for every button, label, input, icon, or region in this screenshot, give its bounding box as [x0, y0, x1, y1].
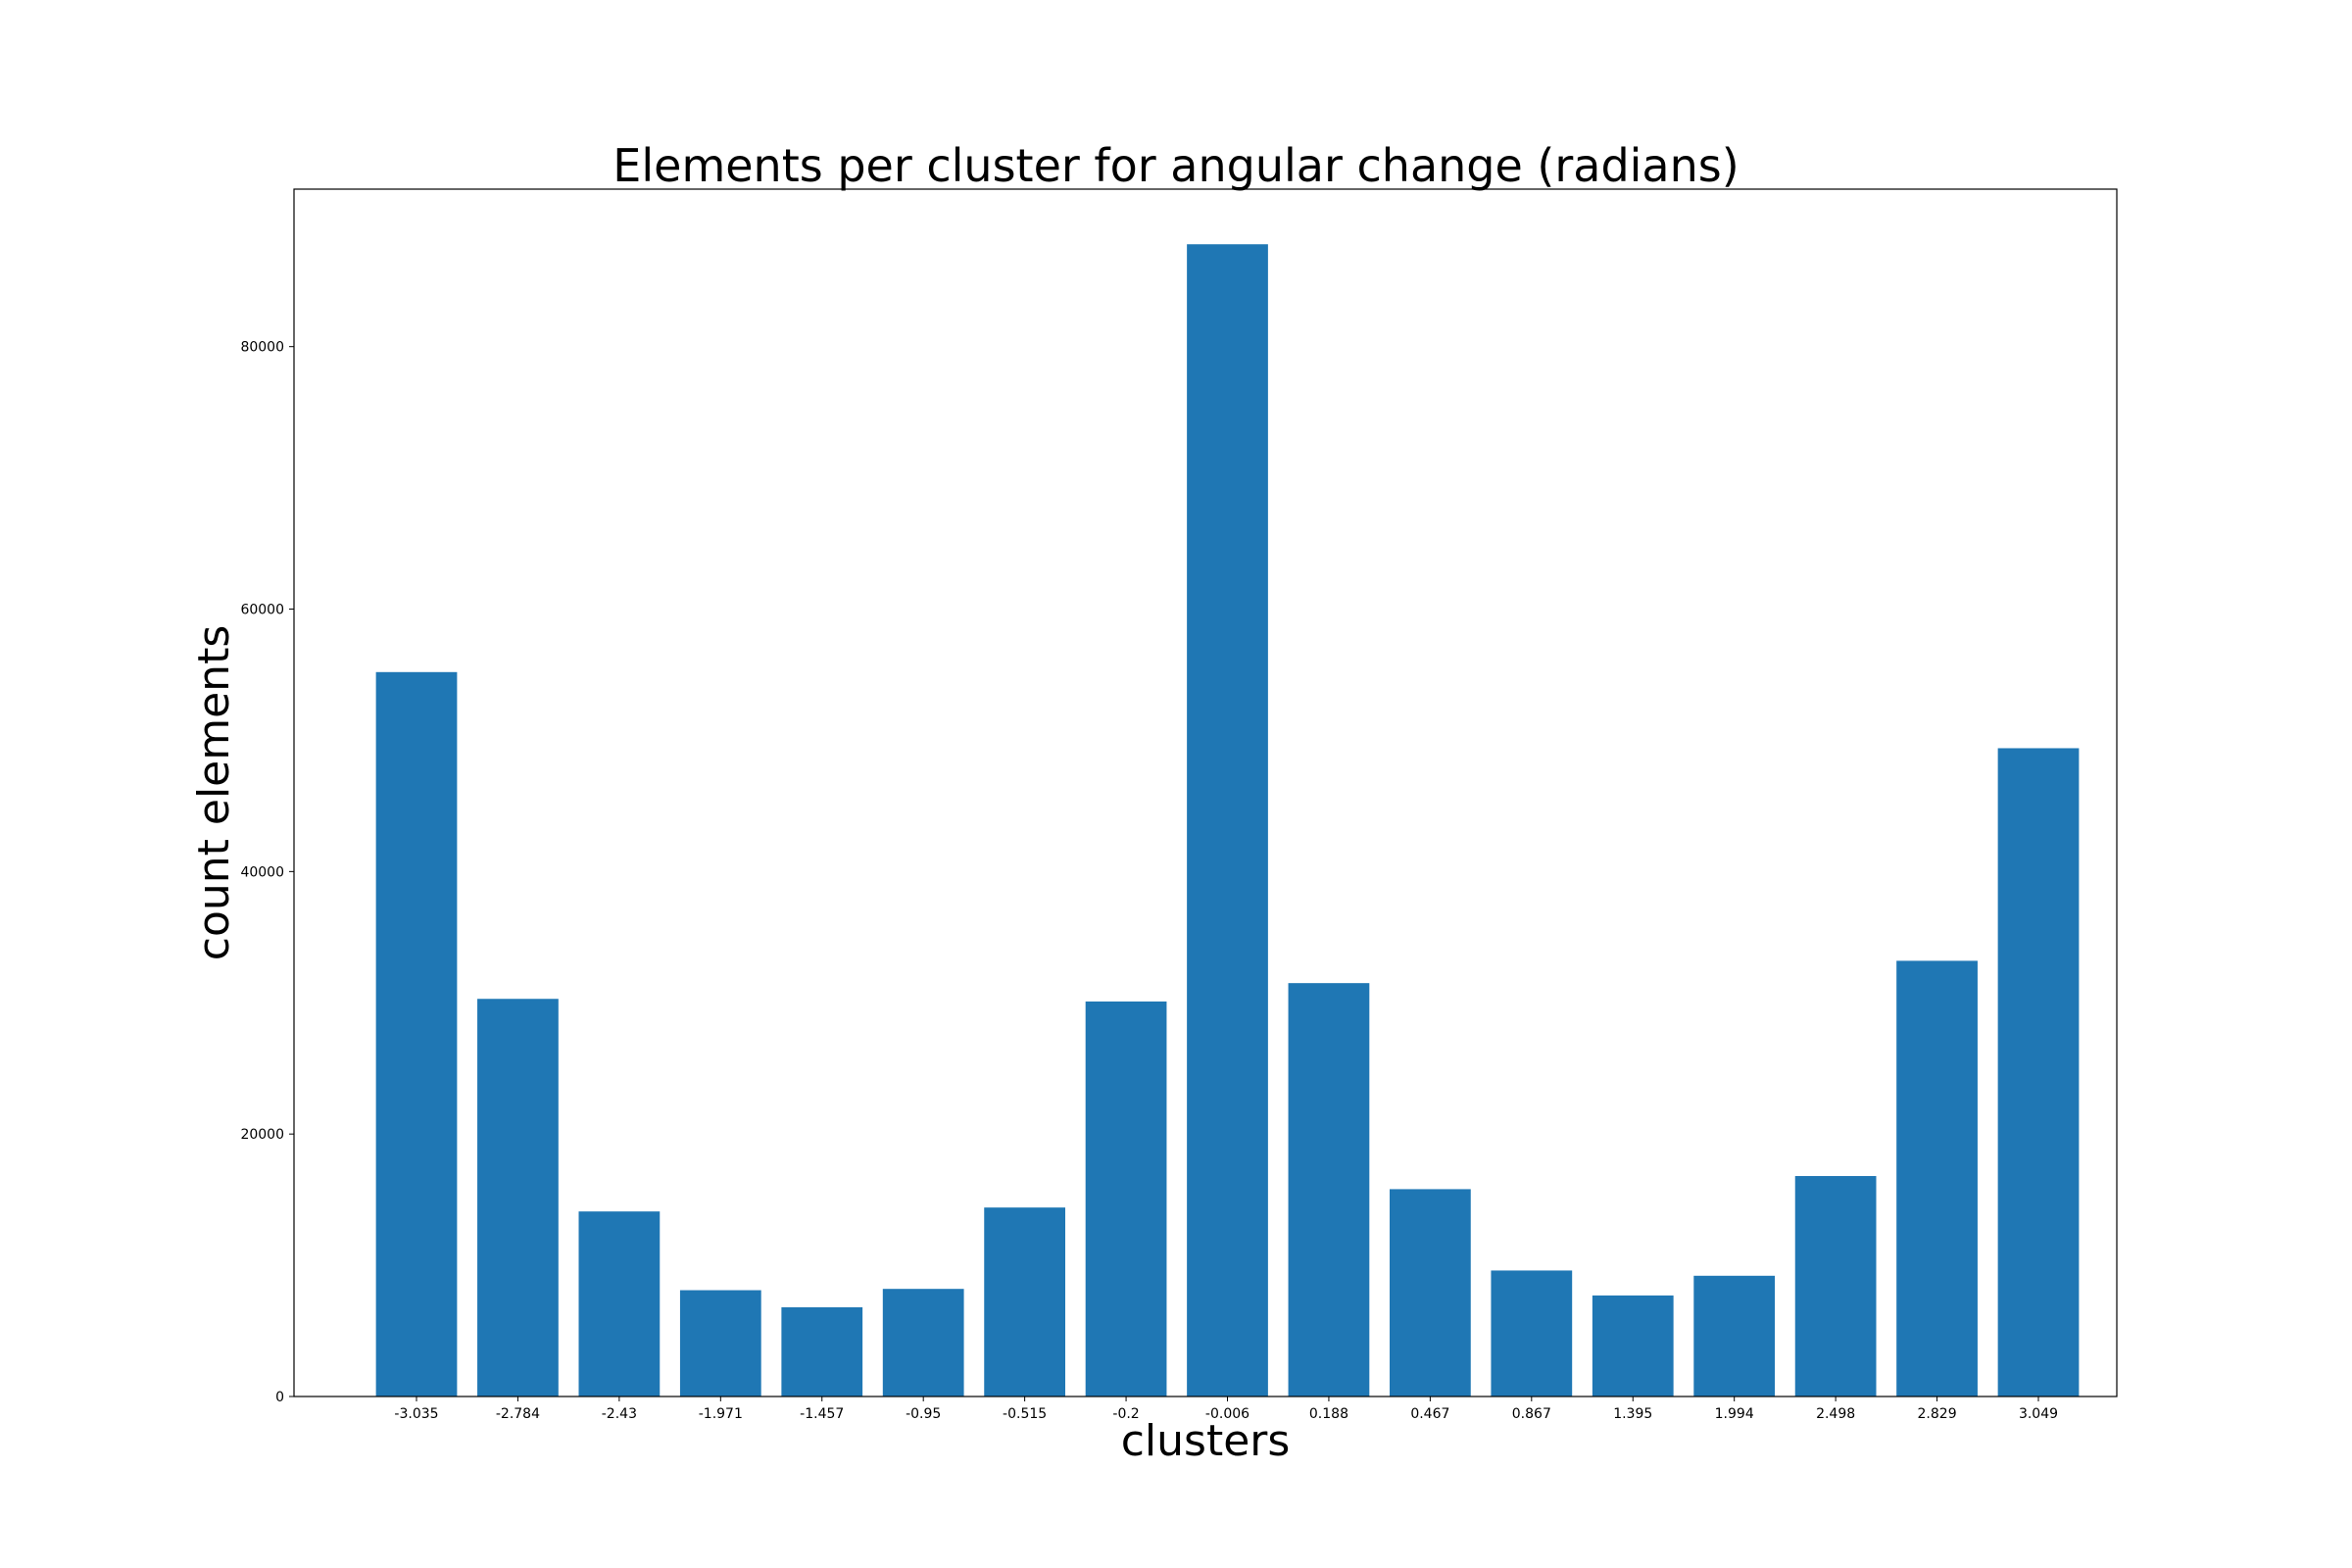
x-tick-label: -1.457 — [800, 1406, 844, 1422]
bar--0.515 — [984, 1207, 1065, 1396]
x-tick-label: 0.188 — [1309, 1406, 1348, 1422]
x-tick-label: -2.784 — [496, 1406, 540, 1422]
bar--0.006 — [1187, 244, 1268, 1397]
bar-0.467 — [1390, 1189, 1471, 1396]
bar--1.457 — [781, 1306, 863, 1396]
bar-2.829 — [1896, 960, 1978, 1396]
bar-3.049 — [1997, 748, 2080, 1396]
x-tick-label: -0.515 — [1003, 1406, 1047, 1422]
plot-frame — [293, 188, 2118, 1397]
chart-title: Elements per cluster for angular change … — [612, 139, 1739, 192]
y-tick-label: 40000 — [240, 864, 284, 880]
y-tick-label: 20000 — [240, 1127, 284, 1143]
bar-1.994 — [1693, 1275, 1776, 1396]
y-tick-label: 80000 — [240, 340, 284, 356]
x-tick-label: 3.049 — [2019, 1406, 2058, 1422]
bar-0.867 — [1491, 1270, 1573, 1396]
x-axis-ticks: -3.035 -2.784 -2.43 -1.971 -1.457 -0.95 -0.515… — [394, 1396, 2058, 1422]
bar-2.498 — [1794, 1176, 1877, 1396]
bar-0.188 — [1288, 983, 1370, 1396]
x-tick-label: -2.43 — [602, 1406, 637, 1422]
bar--2.43 — [578, 1211, 661, 1396]
x-axis-title: clusters — [1121, 1416, 1291, 1466]
x-tick-label: 1.994 — [1715, 1406, 1754, 1422]
bar--0.95 — [882, 1289, 964, 1396]
x-tick-label: -0.95 — [906, 1406, 941, 1422]
x-tick-label: -3.035 — [394, 1406, 438, 1422]
bar--3.035 — [375, 671, 458, 1396]
y-tick-label: 60000 — [240, 603, 284, 618]
bar-1.395 — [1592, 1295, 1674, 1396]
x-tick-label: -1.971 — [699, 1406, 743, 1422]
y-tick-label: 0 — [275, 1390, 284, 1405]
y-axis-title: count elements — [189, 625, 239, 960]
x-tick-label: 2.829 — [1918, 1406, 1957, 1422]
bars-group — [375, 244, 2080, 1397]
y-axis-ticks: 0 20000 40000 60000 80000 — [240, 340, 294, 1405]
x-tick-label: 0.467 — [1410, 1406, 1449, 1422]
bar--0.2 — [1085, 1001, 1167, 1396]
x-tick-label: -0.2 — [1112, 1406, 1139, 1422]
x-tick-label: 0.867 — [1512, 1406, 1551, 1422]
x-tick-label: 1.395 — [1613, 1406, 1652, 1422]
bar--2.784 — [477, 999, 559, 1396]
x-tick-label: -0.006 — [1205, 1406, 1250, 1422]
bar--1.971 — [679, 1290, 761, 1396]
x-tick-label: 2.498 — [1816, 1406, 1855, 1422]
